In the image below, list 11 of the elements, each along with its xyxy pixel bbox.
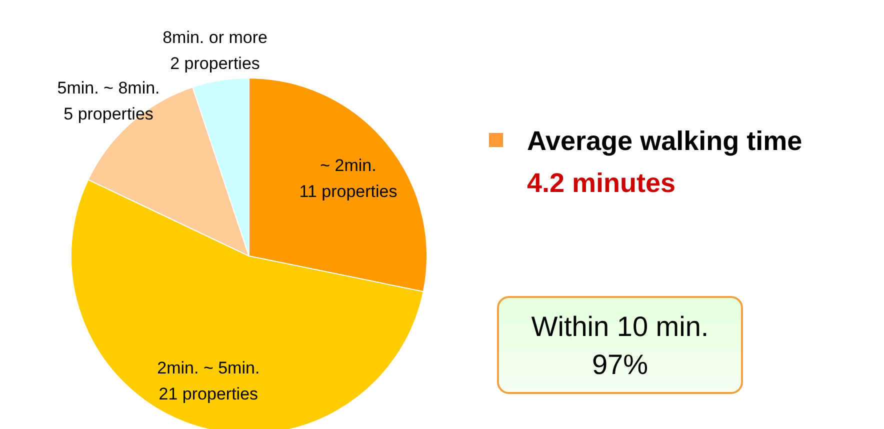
slice-label: 8min. or more <box>162 28 268 47</box>
slice-label: 2min. ~ 5min. <box>157 358 260 378</box>
data-label: 5 properties <box>64 104 154 124</box>
rounded-text-box: Within 10 min. 97% <box>497 296 743 394</box>
data-label: 2 properties <box>170 54 260 73</box>
slice-label: 5min. ~ 8min. <box>57 78 160 98</box>
data-label: 21 properties <box>158 384 258 404</box>
slice-label: ~ 2min. <box>320 156 376 175</box>
text: 4.2 minutes <box>527 168 676 199</box>
data-label: 11 properties <box>299 182 398 201</box>
text: Average walking time <box>526 126 802 157</box>
